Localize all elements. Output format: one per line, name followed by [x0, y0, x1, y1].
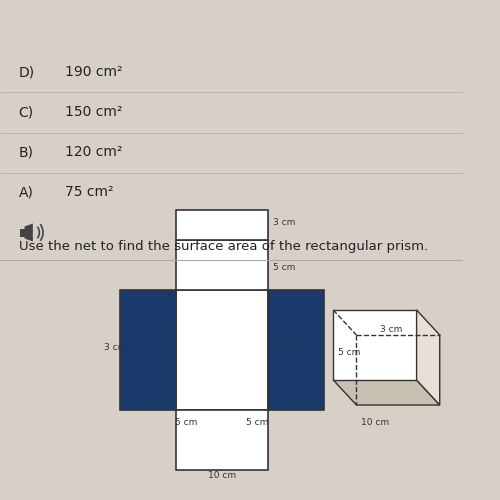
Bar: [176, 290, 268, 410]
Bar: [176, 210, 268, 240]
Text: C): C): [18, 106, 34, 120]
Bar: [176, 410, 268, 470]
Text: 3 cm: 3 cm: [273, 218, 295, 227]
Text: 10 cm: 10 cm: [208, 472, 236, 480]
Text: 3 cm: 3 cm: [104, 343, 126, 352]
Bar: [120, 290, 176, 410]
Text: 5 cm: 5 cm: [246, 418, 268, 427]
Text: D): D): [18, 66, 34, 80]
Bar: [268, 290, 324, 410]
Bar: [20, 228, 24, 236]
Polygon shape: [416, 310, 440, 405]
Text: 190 cm²: 190 cm²: [65, 66, 122, 80]
Bar: [176, 240, 268, 290]
Text: 10 cm: 10 cm: [361, 418, 389, 427]
Text: 150 cm²: 150 cm²: [65, 106, 122, 120]
Text: 3 cm: 3 cm: [273, 343, 295, 352]
Polygon shape: [334, 380, 440, 405]
Text: A): A): [18, 186, 34, 200]
Text: Use the net to find the surface area of the rectangular prism.: Use the net to find the surface area of …: [18, 240, 428, 253]
Polygon shape: [334, 310, 416, 380]
Polygon shape: [24, 224, 33, 242]
Text: 120 cm²: 120 cm²: [65, 146, 122, 160]
Text: 75 cm²: 75 cm²: [65, 186, 114, 200]
Text: 5 cm: 5 cm: [273, 263, 295, 272]
Text: 5 cm: 5 cm: [338, 348, 360, 357]
Text: 5 cm: 5 cm: [176, 418, 198, 427]
Text: B): B): [18, 146, 34, 160]
Text: 3 cm: 3 cm: [380, 326, 402, 334]
